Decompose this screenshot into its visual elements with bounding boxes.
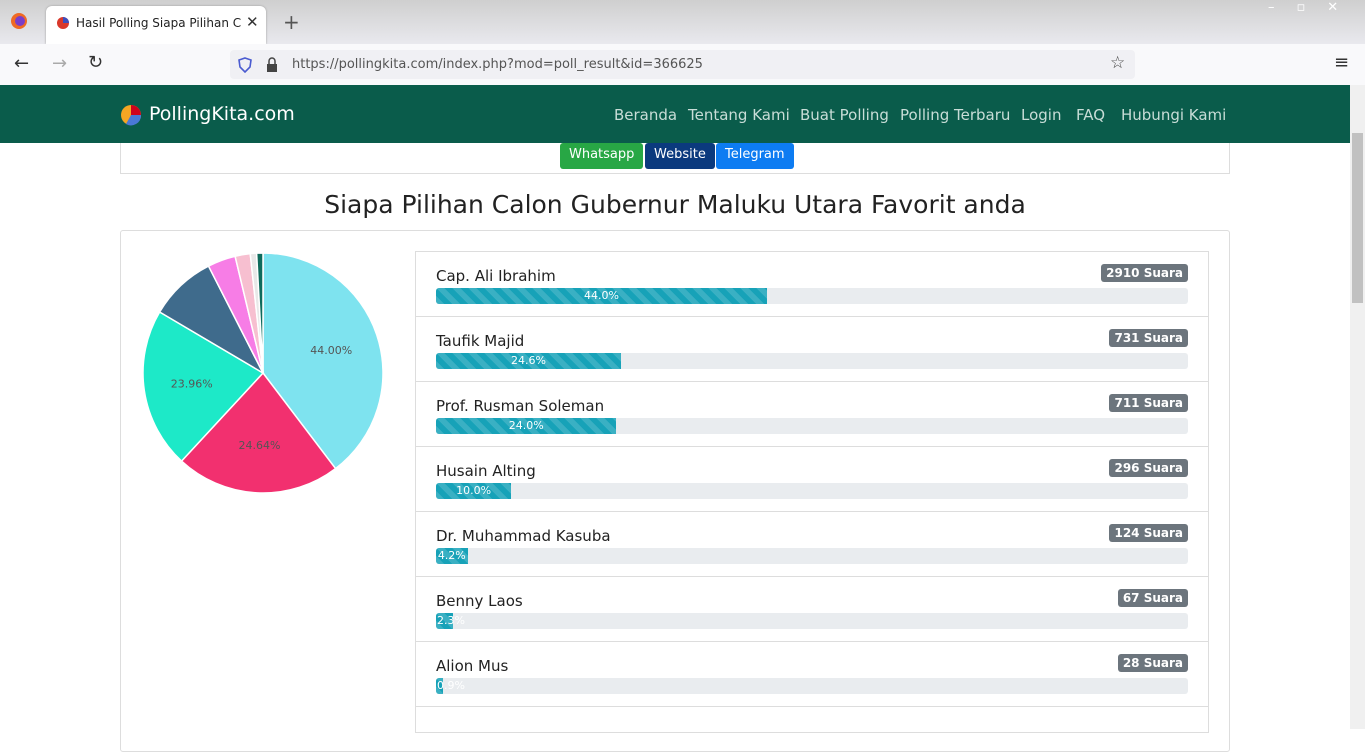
vote-badge: 67 Suara xyxy=(1117,589,1188,607)
progress-track: 10.0% xyxy=(436,483,1188,499)
progress-track: 2.3% xyxy=(436,613,1188,629)
percent-label: 24.0% xyxy=(508,419,544,432)
option-name: Taufik Majid xyxy=(436,332,525,350)
vote-badge: 731 Suara xyxy=(1109,329,1188,347)
option-name: Husain Alting xyxy=(436,462,536,480)
percent-label: 10.0% xyxy=(456,484,492,497)
pie-slice xyxy=(262,252,384,470)
share-button[interactable]: Whatsapp xyxy=(560,143,644,169)
progress-track: 24.0% xyxy=(436,418,1188,434)
new-tab[interactable]: + xyxy=(283,10,300,34)
option-row: Husain Alting 296 Suara 10.0% xyxy=(416,447,1208,512)
progress-track: 4.2% xyxy=(436,548,1188,564)
tab-title: Hasil Polling Siapa Pilihan Calon xyxy=(76,16,241,30)
option-name: Prof. Rusman Soleman xyxy=(436,397,605,415)
tab[interactable]: Hasil Polling Siapa Pilihan Calon ✕ xyxy=(46,6,266,44)
pie-slice xyxy=(180,371,337,494)
pie-label: 23.96% xyxy=(171,377,213,390)
option-row: Dr. Muhammad Kasuba 124 Suara 4.2% xyxy=(416,512,1208,577)
progress-bar xyxy=(436,678,443,694)
favicon xyxy=(57,17,69,29)
share-box xyxy=(120,143,1230,174)
vote-badge: 296 Suara xyxy=(1109,459,1188,477)
reload[interactable]: ↻ xyxy=(88,52,104,73)
security-icons xyxy=(238,57,277,73)
option-name: Cap. Ali Ibrahim xyxy=(436,267,556,285)
nav-link[interactable]: FAQ xyxy=(1076,106,1106,124)
browser-icon xyxy=(11,13,27,29)
pie-chart: 44.00% 24.64% 23.96% xyxy=(142,252,384,494)
brand[interactable]: PollingKita.com xyxy=(149,103,295,125)
option-row: Cap. Ali Ibrahim 2910 Suara 44.0% xyxy=(416,252,1208,317)
scrollbar[interactable] xyxy=(1350,85,1365,729)
progress-track: 0.9% xyxy=(436,678,1188,694)
percent-label: 2.3% xyxy=(437,614,465,627)
poll-title: Siapa Pilihan Calon Gubernur Maluku Utar… xyxy=(324,190,1026,219)
window-controls[interactable]: –▫✕ xyxy=(1268,0,1361,15)
progress-bar xyxy=(436,548,468,564)
logo xyxy=(121,105,142,126)
url-box[interactable]: https://pollingkita.com/index.php?mod=po… xyxy=(230,50,1135,79)
percent-label: 24.6% xyxy=(511,354,546,367)
pie-slice xyxy=(142,310,265,463)
pie-label: 44.00% xyxy=(310,344,352,357)
option-row: Prof. Rusman Soleman 711 Suara 24.0% xyxy=(416,382,1208,447)
progress-bar xyxy=(436,288,767,304)
vote-badge: 28 Suara xyxy=(1117,654,1188,672)
option-name: Benny Laos xyxy=(436,592,523,610)
navbar: PollingKita.com Beranda Tentang Kami Buat … xyxy=(0,85,1350,143)
nav-link[interactable]: Buat Polling xyxy=(800,106,889,124)
forward[interactable]: → xyxy=(52,53,68,74)
option-name: Alion Mus xyxy=(436,657,509,675)
progress-track: 44.0% xyxy=(436,288,1188,304)
option-row: Alion Mus 28 Suara 0.9% xyxy=(416,642,1208,707)
option-row: Benny Laos 67 Suara 2.3% xyxy=(416,577,1208,642)
nav-link[interactable]: Polling Terbaru xyxy=(900,106,1011,124)
scroll-thumb[interactable] xyxy=(1352,133,1363,303)
vote-badge: 711 Suara xyxy=(1109,394,1188,412)
address-bar: ← → ↻ https://pollingkita.com/index.php?… xyxy=(0,44,1365,86)
progress-bar xyxy=(436,418,617,434)
nav-link[interactable]: Login xyxy=(1021,106,1062,124)
option-name: Dr. Muhammad Kasuba xyxy=(436,527,611,545)
option-list: Cap. Ali Ibrahim 2910 Suara 44.0% Taufik Ma… xyxy=(415,251,1209,733)
bookmark[interactable]: ☆ xyxy=(1110,53,1126,73)
pie-slice xyxy=(255,252,264,374)
vote-badge: 2910 Suara xyxy=(1101,264,1188,282)
tab-bar: Hasil Polling Siapa Pilihan Calon ✕ + –▫… xyxy=(0,0,1365,44)
url: https://pollingkita.com/index.php?mod=po… xyxy=(292,57,703,72)
nav-link[interactable]: Tentang Kami xyxy=(688,106,790,124)
vote-badge: 124 Suara xyxy=(1109,524,1188,542)
progress-bar xyxy=(436,353,621,369)
progress-bar xyxy=(436,613,454,629)
progress-track: 24.6% xyxy=(436,353,1188,369)
share-button[interactable]: Telegram xyxy=(716,143,794,169)
percent-label: 44.0% xyxy=(583,289,619,302)
menu[interactable]: ≡ xyxy=(1334,52,1350,73)
share-button[interactable]: Website xyxy=(645,143,715,169)
progress-bar xyxy=(436,483,512,499)
pie-label: 24.64% xyxy=(239,439,281,452)
percent-label: 0.9% xyxy=(437,679,465,692)
option-row: Taufik Majid 731 Suara 24.6% xyxy=(416,317,1208,382)
back[interactable]: ← xyxy=(14,53,30,74)
tab-close[interactable]: ✕ xyxy=(246,13,259,31)
nav-link[interactable]: Beranda xyxy=(614,106,678,124)
percent-label: 4.2% xyxy=(437,549,466,562)
nav-link[interactable]: Hubungi Kami xyxy=(1121,106,1227,124)
